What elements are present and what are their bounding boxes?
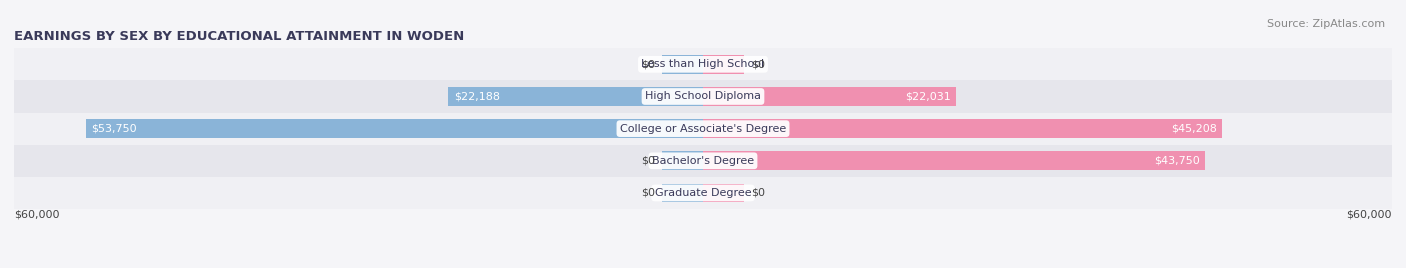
Text: Bachelor's Degree: Bachelor's Degree bbox=[652, 156, 754, 166]
Bar bbox=[86, 119, 703, 138]
Bar bbox=[662, 55, 703, 74]
Text: Graduate Degree: Graduate Degree bbox=[655, 188, 751, 198]
Bar bbox=[14, 145, 1392, 177]
Text: $22,031: $22,031 bbox=[904, 91, 950, 102]
Bar bbox=[14, 80, 1392, 113]
Text: $45,208: $45,208 bbox=[1171, 124, 1216, 134]
Bar bbox=[703, 87, 956, 106]
Text: $53,750: $53,750 bbox=[91, 124, 136, 134]
Text: $0: $0 bbox=[751, 59, 765, 69]
Bar bbox=[14, 48, 1392, 80]
Bar bbox=[662, 151, 703, 170]
Text: College or Associate's Degree: College or Associate's Degree bbox=[620, 124, 786, 134]
Text: $22,188: $22,188 bbox=[454, 91, 499, 102]
Text: EARNINGS BY SEX BY EDUCATIONAL ATTAINMENT IN WODEN: EARNINGS BY SEX BY EDUCATIONAL ATTAINMEN… bbox=[14, 30, 464, 43]
Text: $0: $0 bbox=[641, 188, 655, 198]
Bar bbox=[14, 113, 1392, 145]
Text: High School Diploma: High School Diploma bbox=[645, 91, 761, 102]
Bar bbox=[449, 87, 703, 106]
Text: $0: $0 bbox=[751, 188, 765, 198]
Text: $60,000: $60,000 bbox=[14, 209, 59, 219]
Text: $60,000: $60,000 bbox=[1347, 209, 1392, 219]
Bar bbox=[662, 184, 703, 202]
Bar bbox=[14, 177, 1392, 209]
Bar bbox=[703, 151, 1205, 170]
Text: $43,750: $43,750 bbox=[1154, 156, 1199, 166]
Bar bbox=[703, 184, 744, 202]
Text: $0: $0 bbox=[641, 59, 655, 69]
Text: $0: $0 bbox=[641, 156, 655, 166]
Text: Less than High School: Less than High School bbox=[641, 59, 765, 69]
Bar bbox=[703, 119, 1222, 138]
Text: Source: ZipAtlas.com: Source: ZipAtlas.com bbox=[1267, 19, 1385, 29]
Bar bbox=[703, 55, 744, 74]
